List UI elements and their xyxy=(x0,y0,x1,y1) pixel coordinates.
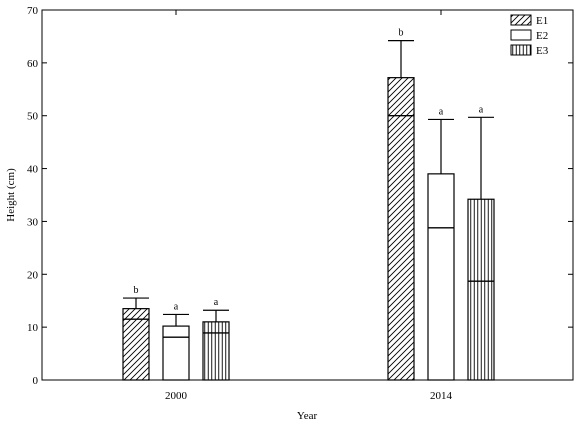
y-tick-label: 60 xyxy=(27,58,39,70)
x-axis-label: Year xyxy=(297,410,318,422)
bar-e1 xyxy=(387,77,415,381)
legend-swatch-e2 xyxy=(510,29,532,41)
legend-label: E1 xyxy=(536,15,548,27)
significance-letter: a xyxy=(439,106,444,117)
legend-swatch-e1 xyxy=(510,14,532,26)
significance-letter: a xyxy=(174,301,179,312)
bar-e2 xyxy=(162,325,190,381)
bar-e3 xyxy=(467,198,495,381)
y-tick-label: 10 xyxy=(27,322,39,334)
x-tick-label: 2014 xyxy=(430,390,453,402)
y-tick-label: 40 xyxy=(27,164,39,176)
y-tick-label: 70 xyxy=(27,5,39,17)
significance-letter: b xyxy=(134,285,139,296)
significance-letter: a xyxy=(479,104,484,115)
y-tick-label: 20 xyxy=(27,269,39,281)
y-tick-label: 50 xyxy=(27,111,39,123)
y-tick-label: 30 xyxy=(27,216,39,228)
legend-swatch-e3 xyxy=(510,44,532,56)
legend-label: E3 xyxy=(536,45,549,57)
legend-label: E2 xyxy=(536,30,548,42)
significance-letter: b xyxy=(399,28,404,39)
plot-frame xyxy=(41,9,574,381)
bar-e3 xyxy=(202,321,230,381)
bar-e2 xyxy=(427,173,455,381)
legend: E1 E2 E3 xyxy=(510,14,549,57)
bars-layer: b a a b a a xyxy=(122,28,495,381)
bar-e1 xyxy=(122,308,150,381)
y-tick-label: 0 xyxy=(33,375,39,387)
y-axis: 0 10 20 30 40 50 60 70 xyxy=(27,5,573,387)
x-tick-label: 2000 xyxy=(165,390,188,402)
significance-letter: a xyxy=(214,297,219,308)
y-axis-label: Height (cm) xyxy=(5,168,17,222)
